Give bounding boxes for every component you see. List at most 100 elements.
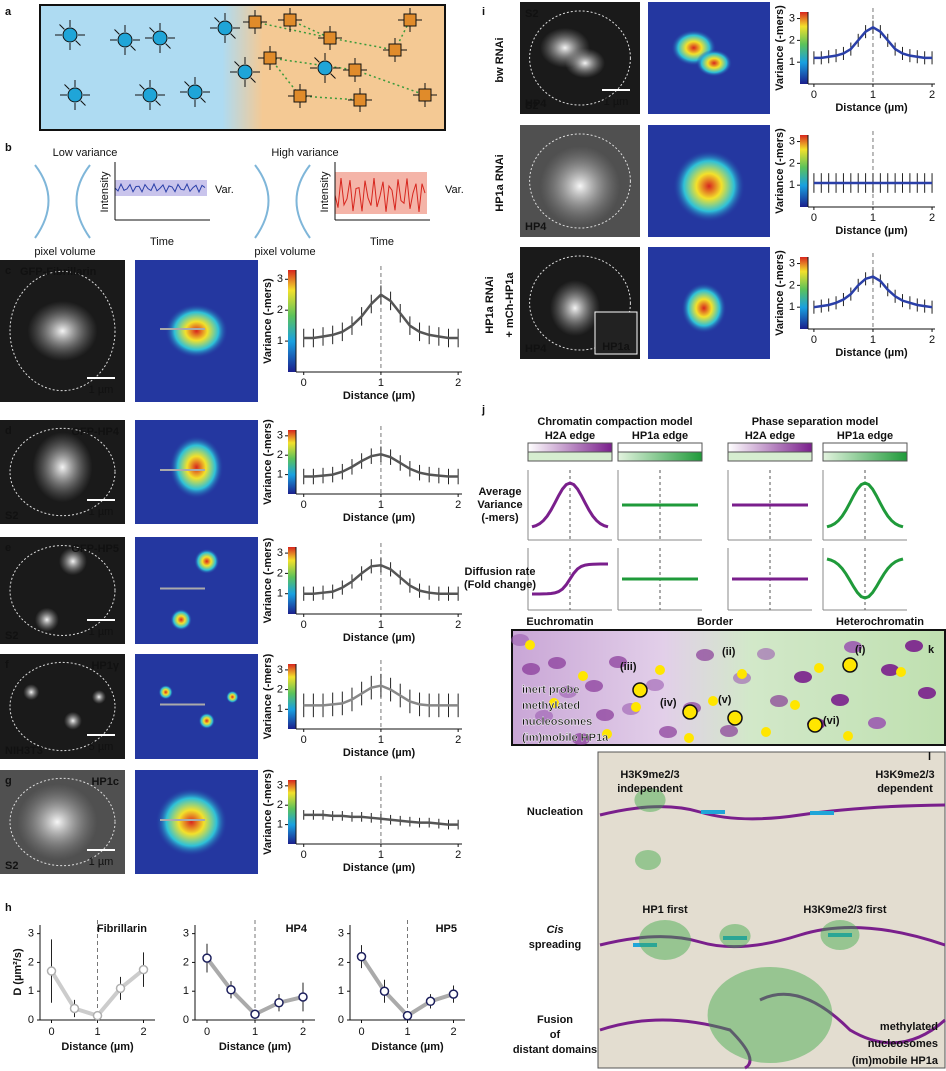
heatmap	[135, 654, 258, 759]
label: S2	[5, 630, 18, 642]
label: methylated	[522, 700, 580, 712]
heat-signal	[681, 282, 727, 334]
label: HP1a RNAi	[494, 154, 506, 211]
label: HP1a edge	[837, 430, 893, 442]
label: Diffusion rate	[465, 566, 536, 578]
label: 1	[378, 377, 384, 389]
profile-line	[303, 293, 459, 340]
hp1	[248, 15, 262, 29]
line	[250, 77, 256, 83]
label: f	[5, 659, 9, 671]
label: 1	[277, 588, 283, 600]
nucleosome	[646, 679, 664, 691]
label: Distance (µm)	[835, 225, 908, 237]
label: HP1 first	[642, 904, 688, 916]
label: 0	[48, 1026, 54, 1038]
hp1	[353, 93, 367, 107]
label: 0	[811, 334, 817, 346]
line	[354, 69, 426, 96]
nucleus-signal	[58, 547, 87, 576]
label: Distance (µm)	[835, 102, 908, 114]
label: c	[5, 265, 11, 277]
label: Distance (µm)	[219, 1041, 292, 1053]
label: 2	[929, 334, 935, 346]
label: 1	[789, 56, 795, 68]
profile-line	[303, 452, 459, 478]
line	[130, 45, 136, 51]
probe	[761, 727, 771, 737]
model-curve	[826, 481, 904, 529]
label: (im)mobile HP1a	[852, 1055, 939, 1067]
label: 1 µm	[89, 856, 114, 868]
line	[329, 37, 396, 51]
label: Variance (-mers)	[262, 769, 274, 855]
label: Var.	[445, 184, 464, 196]
diffusion-point	[226, 985, 236, 995]
label: 1	[789, 301, 795, 313]
label: 1	[252, 1026, 258, 1038]
label: 1 µm	[89, 626, 114, 638]
heat-signal	[194, 548, 220, 574]
diffusion-point	[448, 989, 459, 999]
edge-bar	[617, 442, 703, 453]
label: H2A edge	[545, 430, 595, 442]
label: HP1a RNAi	[484, 276, 496, 333]
label: 1	[378, 734, 384, 746]
label: 2	[277, 304, 283, 316]
label: 2	[338, 956, 344, 968]
label: 3	[277, 430, 283, 442]
label: h	[5, 902, 12, 914]
line	[149, 27, 155, 33]
heat-signal	[165, 304, 228, 358]
label: 2	[277, 567, 283, 579]
hp1a	[634, 788, 666, 812]
label: 3	[789, 257, 795, 269]
nucleosome	[522, 663, 540, 675]
trace	[334, 177, 426, 213]
label: 1	[378, 619, 384, 631]
label: 0	[204, 1026, 210, 1038]
line	[114, 29, 120, 35]
label: Cis	[546, 924, 563, 936]
label: HP1a	[602, 341, 630, 353]
label: 1	[870, 89, 876, 101]
label: 3	[789, 12, 795, 24]
hp1	[403, 13, 417, 27]
label: bw RNAi	[494, 37, 506, 82]
hp1	[263, 51, 277, 65]
label: methylated	[880, 1021, 938, 1033]
label: inert probe	[522, 684, 579, 696]
label: 1	[870, 334, 876, 346]
label: 1	[789, 179, 795, 191]
nucleosome	[548, 657, 566, 669]
probe	[549, 698, 559, 708]
label: Chromatin compaction model	[537, 416, 692, 428]
line	[165, 43, 171, 49]
heat-signal	[158, 684, 173, 700]
nucleus-outline	[529, 10, 631, 106]
label: Fibrillarin	[97, 923, 147, 935]
label: 0	[301, 499, 307, 511]
label: k	[928, 644, 935, 656]
line	[289, 19, 331, 39]
label: High variance	[271, 147, 338, 159]
probe	[655, 665, 665, 675]
label: 0	[301, 734, 307, 746]
edge-bar	[727, 442, 813, 453]
nucleosome	[757, 648, 775, 660]
probe-focus	[807, 717, 823, 733]
nucleus-outline	[9, 545, 116, 636]
nucleus-outline	[9, 661, 116, 752]
label: Var.	[215, 184, 234, 196]
label: Variance (-mers)	[774, 128, 786, 214]
nucleosome	[511, 634, 529, 646]
label: 3	[277, 780, 283, 792]
label: independent	[617, 783, 683, 795]
model-curve	[826, 557, 904, 600]
variance-band	[115, 180, 207, 196]
nucleus-signal	[91, 689, 106, 704]
model-curve	[531, 481, 609, 529]
label: Time	[370, 236, 394, 248]
diffusion-point	[138, 964, 149, 975]
heat-signal	[169, 435, 224, 499]
